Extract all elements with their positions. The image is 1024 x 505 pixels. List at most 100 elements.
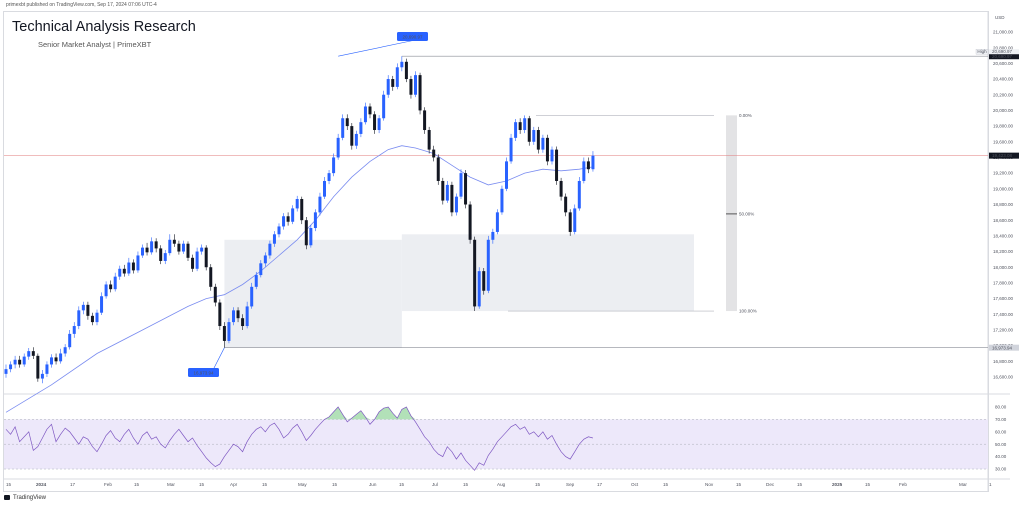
x-tick-18: 17 (597, 482, 603, 487)
candle-body-99 (454, 196, 458, 213)
candle-body-115 (527, 118, 531, 142)
candle-body-103 (473, 239, 477, 307)
candle-body-73 (336, 137, 340, 158)
x-tick-12: 15 (399, 482, 405, 487)
fib-label-0: 0.00% (739, 113, 752, 118)
candle-body-44 (204, 247, 208, 268)
candle-body-106 (486, 239, 490, 291)
y-tick-19: 17,200.00 (993, 328, 1014, 333)
candle-body-75 (345, 118, 349, 127)
candle-body-56 (259, 263, 263, 276)
x-tick-1: 2024 (36, 482, 47, 487)
candle-body-118 (541, 137, 545, 150)
published-line: primexbt published on TradingView.com, S… (6, 2, 157, 8)
candle-body-51 (236, 310, 240, 319)
candle-body-5 (27, 351, 31, 357)
candle-body-9 (45, 364, 49, 374)
candle-body-120 (550, 149, 554, 162)
candle-body-40 (186, 243, 190, 258)
candle-body-8 (40, 373, 44, 379)
x-tick-15: Aug (497, 482, 506, 487)
candle-body-41 (191, 257, 195, 269)
y-tick-0: 21,000.00 (993, 30, 1014, 35)
tradingview-footer: TradingView (4, 495, 46, 501)
x-tick-6: 15 (199, 482, 205, 487)
candle-body-43 (200, 247, 204, 252)
candle-body-19 (90, 315, 94, 323)
candle-body-24 (113, 276, 117, 290)
low-price-tag-box (989, 344, 1019, 351)
candle-body-29 (136, 255, 140, 271)
candle-body-80 (368, 106, 372, 115)
fib-label-1: 50.00% (739, 212, 754, 217)
candle-body-16 (77, 310, 81, 327)
candle-body-22 (104, 284, 108, 297)
candle-body-82 (377, 118, 381, 131)
rsi-tick-0: 80.00 (995, 405, 1007, 410)
candle-body-91 (418, 75, 422, 111)
candle-body-72 (332, 157, 336, 174)
candle-body-25 (118, 268, 122, 277)
rsi-tick-4: 40.00 (995, 454, 1007, 459)
candle-body-48 (222, 326, 226, 341)
footer-brand: TradingView (13, 495, 47, 502)
rsi-line (5, 406, 593, 471)
rsi-overbought-fill-2 (374, 407, 416, 420)
y-tick-10: 19,000.00 (993, 186, 1014, 191)
y-tick-17: 17,600.00 (993, 296, 1014, 301)
y-tick-2: 20,600.00 (993, 61, 1014, 66)
candle-body-53 (245, 306, 249, 327)
candle-body-52 (241, 318, 245, 327)
x-tick-29: 1 (989, 482, 992, 487)
tradingview-logo-icon (4, 495, 10, 500)
candle-body-61 (282, 216, 286, 227)
candle-body-59 (272, 234, 276, 244)
candle-body-33 (154, 241, 158, 249)
candle-body-98 (450, 184, 454, 213)
candle-body-66 (304, 220, 308, 246)
x-tick-2: 17 (70, 482, 76, 487)
candle-body-1 (9, 364, 13, 370)
y-tick-18: 17,400.00 (993, 312, 1014, 317)
chart-subtitle: Senior Market Analyst | PrimeXBT (38, 40, 152, 49)
candle-body-13 (63, 347, 67, 354)
fib-label-2: 100.00% (739, 309, 757, 314)
candle-body-88 (404, 61, 408, 80)
candle-body-86 (395, 67, 399, 87)
candle-body-27 (127, 262, 131, 274)
y-tick-13: 18,400.00 (993, 233, 1014, 238)
candle-body-107 (491, 231, 495, 240)
candle-body-97 (445, 184, 449, 201)
candle-body-96 (441, 180, 445, 201)
x-tick-14: 15 (463, 482, 469, 487)
high-price-tag-text-2: 20,690.97 (992, 54, 1013, 59)
high-price-tag-box-2 (989, 54, 1019, 60)
current-price-tag-box (989, 152, 1019, 159)
rsi-tick-1: 70.00 (995, 417, 1007, 422)
low-callout-line (212, 347, 225, 371)
candle-body-34 (159, 248, 163, 261)
x-tick-8: 15 (262, 482, 268, 487)
candle-body-113 (518, 122, 522, 131)
moving-average-line (5, 145, 593, 413)
high-tag-text: High (977, 49, 987, 54)
candle-body-65 (300, 199, 304, 221)
candle-body-69 (318, 196, 322, 213)
candle-body-90 (414, 75, 417, 95)
candle-body-20 (95, 312, 99, 323)
candle-body-36 (168, 239, 172, 254)
candle-body-64 (295, 199, 299, 209)
candle-body-47 (218, 302, 222, 327)
candle-body-0 (4, 369, 8, 374)
x-tick-20: 15 (663, 482, 669, 487)
rsi-overbought-fill-1 (347, 410, 370, 420)
candle-body-117 (536, 130, 540, 150)
candle-body-68 (313, 212, 317, 229)
x-tick-28: Mar (959, 482, 967, 487)
candle-body-104 (477, 271, 481, 307)
candle-body-12 (59, 353, 63, 362)
x-tick-23: Dec (766, 482, 775, 487)
candle-body-119 (545, 137, 549, 162)
demand-zone-extension (552, 234, 694, 312)
